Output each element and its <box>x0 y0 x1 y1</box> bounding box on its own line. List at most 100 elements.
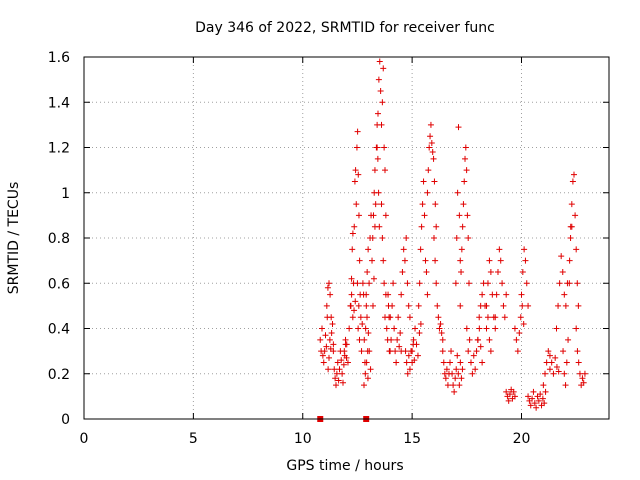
data-point <box>436 325 443 332</box>
data-point <box>462 155 469 162</box>
y-tick-label: 1.4 <box>48 95 70 111</box>
data-point <box>375 189 382 196</box>
data-point <box>321 348 328 355</box>
y-tick-label: 0.6 <box>48 276 70 292</box>
data-point <box>323 343 330 350</box>
data-point <box>363 302 370 309</box>
data-point <box>452 375 459 382</box>
data-point <box>419 201 426 208</box>
x-tick-label: 10 <box>294 431 312 447</box>
data-point <box>432 201 439 208</box>
data-point <box>339 370 346 377</box>
data-point <box>355 212 362 219</box>
data-point <box>398 291 405 298</box>
data-point <box>464 212 471 219</box>
y-tick-label: 1.6 <box>48 50 70 66</box>
data-point <box>364 268 371 275</box>
data-point <box>369 302 376 309</box>
data-point <box>381 144 388 151</box>
data-point <box>424 291 431 298</box>
data-point <box>458 375 465 382</box>
data-point <box>380 257 387 264</box>
data-point <box>364 314 371 321</box>
data-point <box>374 155 381 162</box>
plot-frame <box>83 56 610 420</box>
data-point <box>574 280 581 287</box>
data-point <box>496 246 503 253</box>
data-point <box>369 235 376 241</box>
x-tick-label: 20 <box>513 431 531 447</box>
data-point <box>319 352 326 359</box>
data-point <box>521 246 528 253</box>
data-point <box>457 257 464 264</box>
data-point <box>556 280 563 287</box>
data-point <box>405 302 412 309</box>
data-point <box>553 363 560 370</box>
data-point <box>505 397 512 404</box>
data-point <box>342 336 349 343</box>
data-point <box>359 280 366 287</box>
y-tick-label: 0 <box>61 412 70 428</box>
data-point <box>542 388 549 395</box>
data-point <box>322 332 329 339</box>
data-point <box>383 325 390 332</box>
data-point <box>399 268 406 275</box>
y-tick-label: 1 <box>61 186 70 202</box>
data-point <box>431 235 437 241</box>
data-point <box>537 391 544 398</box>
data-point <box>459 366 466 373</box>
data-point <box>513 336 520 343</box>
data-point <box>380 65 387 72</box>
data-point <box>543 359 550 366</box>
data-point <box>370 212 377 219</box>
data-point <box>522 257 529 264</box>
data-point <box>417 320 424 327</box>
data-point <box>340 379 346 386</box>
data-point <box>431 178 438 185</box>
data-point <box>486 336 493 343</box>
data-point <box>393 359 400 366</box>
data-point <box>328 314 335 321</box>
data-point <box>492 325 499 332</box>
data-point <box>443 366 450 373</box>
data-point <box>367 366 374 373</box>
data-point <box>575 302 582 309</box>
data-point <box>410 336 417 343</box>
data-points <box>317 58 588 422</box>
data-point <box>323 302 330 309</box>
data-point <box>483 325 490 332</box>
data-point <box>411 357 418 364</box>
data-point <box>555 302 562 309</box>
data-point <box>385 291 392 298</box>
data-point <box>365 330 372 337</box>
y-tick-label: 1.2 <box>48 141 70 157</box>
data-point <box>569 178 576 185</box>
data-point <box>369 257 376 264</box>
data-point <box>487 348 494 355</box>
data-point <box>338 357 345 364</box>
data-point <box>469 370 476 377</box>
data-point <box>349 314 356 321</box>
data-point <box>332 375 339 382</box>
data-point <box>327 291 334 298</box>
data-point <box>511 325 518 332</box>
data-point <box>330 348 337 355</box>
data-point <box>377 87 384 94</box>
data-point <box>540 382 547 389</box>
data-point <box>382 167 388 174</box>
data-point <box>539 395 546 402</box>
data-point <box>483 302 490 309</box>
data-point <box>396 343 403 350</box>
data-point <box>451 388 458 395</box>
data-point <box>423 268 430 275</box>
data-point <box>412 325 419 332</box>
data-point <box>560 348 567 355</box>
data-point <box>462 144 469 151</box>
data-point <box>328 330 335 337</box>
data-point <box>353 201 360 208</box>
data-point <box>406 366 413 373</box>
data-point <box>503 291 510 298</box>
data-point <box>531 400 538 407</box>
data-point <box>379 99 386 106</box>
data-point <box>392 348 399 355</box>
